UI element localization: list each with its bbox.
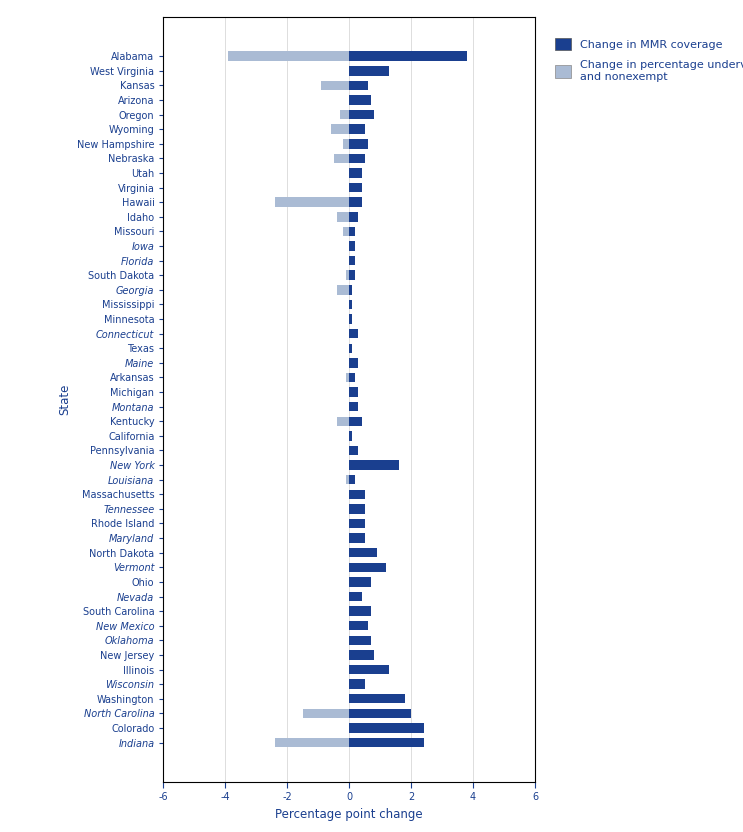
Bar [349,460,399,470]
Bar [349,533,365,542]
Bar [346,373,349,382]
Legend: Change in MMR coverage, Change in percentage undervaccinated
and nonexempt: Change in MMR coverage, Change in percen… [555,37,743,82]
Bar [349,504,365,513]
Bar [349,562,386,572]
Bar [349,256,352,265]
Bar [349,81,368,90]
Bar [349,197,362,207]
X-axis label: Percentage point change: Percentage point change [276,808,423,821]
Bar [349,300,352,310]
Bar [349,592,362,602]
Bar [349,125,365,134]
Bar [349,475,355,484]
Bar [349,621,368,631]
Bar [349,183,352,192]
Bar [349,607,359,616]
Bar [349,388,352,397]
Bar [337,212,349,221]
Bar [349,314,352,324]
Bar [349,373,355,382]
Bar [322,81,349,90]
Bar [349,139,368,149]
Bar [337,285,349,295]
Bar [349,577,359,587]
Bar [349,446,352,455]
Bar [349,95,371,105]
Bar [349,358,352,368]
Bar [349,723,396,733]
Bar [349,621,359,631]
Bar [349,183,362,192]
Bar [349,504,352,513]
Bar [349,680,365,689]
Bar [349,329,359,339]
Bar [349,52,467,61]
Bar [349,650,374,660]
Bar [349,650,365,660]
Bar [349,489,365,499]
Bar [349,66,389,76]
Bar [349,665,368,674]
Bar [229,52,349,61]
Bar [343,226,349,236]
Bar [349,518,365,528]
Bar [349,388,359,397]
Bar [275,738,349,747]
Bar [349,709,411,718]
Bar [349,66,352,76]
Bar [349,154,365,163]
Bar [349,110,374,119]
Bar [349,329,352,339]
Bar [349,694,396,704]
Bar [343,139,349,149]
Bar [331,125,349,134]
Bar [349,168,352,178]
Bar [349,548,359,557]
Bar [275,197,349,207]
Bar [349,665,389,674]
Bar [349,489,352,499]
Bar [349,417,362,426]
Bar [334,154,349,163]
Bar [349,548,377,557]
Bar [349,212,359,221]
Bar [349,344,352,353]
Bar [349,402,352,411]
Bar [349,460,355,470]
Bar [349,636,355,645]
Bar [349,592,352,602]
Bar [349,285,352,295]
Bar [349,168,362,178]
Bar [349,402,359,411]
Bar [349,723,424,733]
Bar [349,680,352,689]
Bar [349,636,371,645]
Bar [349,241,355,250]
Bar [349,256,355,265]
Bar [303,709,349,718]
Bar [349,738,424,747]
Bar [349,226,355,236]
Bar [349,607,371,616]
Bar [349,446,359,455]
Bar [340,110,349,119]
Bar [337,417,349,426]
Bar [349,270,355,280]
Bar [349,533,352,542]
Bar [349,431,352,441]
Bar [349,577,371,587]
Bar [349,358,359,368]
Bar [346,270,349,280]
Bar [346,475,349,484]
Bar [349,694,405,704]
Y-axis label: State: State [59,384,71,415]
Bar [349,95,352,105]
Bar [349,562,359,572]
